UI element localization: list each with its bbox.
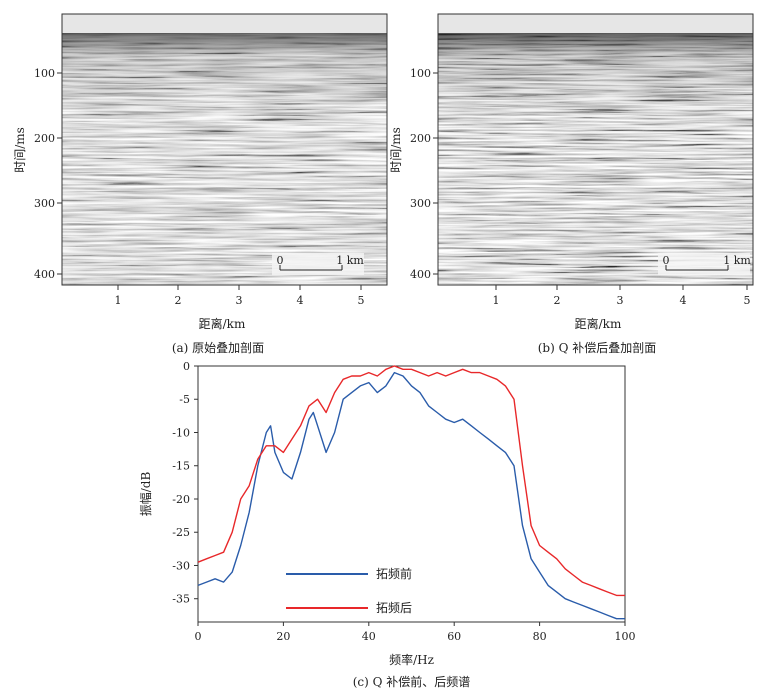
y-tick-label: -5 [179, 393, 190, 406]
x-tick-label: 40 [362, 630, 376, 643]
header-band [438, 14, 753, 34]
x-tick-label: 5 [358, 294, 365, 307]
caption-a: (a) 原始叠加剖面 [172, 341, 264, 355]
y-tick-label: 0 [183, 360, 190, 373]
y-tick-label: 100 [410, 67, 431, 80]
x-tick-label: 3 [617, 294, 624, 307]
y-tick-label: 300 [34, 197, 55, 210]
y-tick-label: 200 [34, 132, 55, 145]
y-tick-label: 200 [410, 132, 431, 145]
series-line [197, 371, 625, 620]
scale-bar-end: 1 km [723, 254, 751, 267]
legend-label: 拓频后 [376, 601, 412, 615]
scale-bar-a: 0 1 km [272, 253, 364, 275]
x-axis-b: 1 2 3 4 5 距离/km [493, 285, 751, 331]
x-tick-label: 4 [680, 294, 687, 307]
x-axis-a: 1 2 3 4 5 距离/km [115, 285, 365, 331]
x-tick-label: 0 [195, 630, 202, 643]
panel-a: 100 200 300 400 时间/ms 1 2 3 4 5 距离/km 0 [0, 0, 390, 360]
x-tick-label: 4 [297, 294, 304, 307]
x-tick-label: 2 [175, 294, 182, 307]
caption-b: (b) Q 补偿后叠加剖面 [538, 340, 657, 355]
y-axis-a: 100 200 300 400 时间/ms [13, 67, 62, 281]
x-tick-label: 2 [554, 294, 561, 307]
y-tick-label: -30 [172, 559, 190, 572]
x-tick-label: 3 [236, 294, 243, 307]
y-tick-label: 400 [34, 268, 55, 281]
spectrum-chart: 0 20 40 60 80 100 0 -5 -10 -15 -20 -25 -30 -35 拓频前拓频后… [138, 360, 636, 689]
y-axis-label: 时间/ms [390, 127, 403, 173]
y-tick-label: -35 [172, 593, 190, 606]
seismic-section-b: 100 200 300 400 时间/ms 1 2 3 4 5 距离/km 0 … [390, 13, 754, 355]
x-tick-label: 60 [447, 630, 461, 643]
chart-series [197, 365, 625, 620]
x-tick-label: 80 [533, 630, 547, 643]
y-axis-b: 100 200 300 400 时间/ms [390, 67, 438, 281]
plot-frame [197, 365, 626, 623]
y-axis-label: 时间/ms [13, 127, 27, 173]
y-tick-label: 400 [410, 268, 431, 281]
frame-a [61, 13, 388, 286]
chart-axes: 0 20 40 60 80 100 0 -5 -10 -15 -20 -25 -30 -35 [172, 360, 635, 643]
y-tick-label: -25 [172, 526, 190, 539]
y-tick-label: -10 [172, 426, 190, 439]
header-band [62, 14, 387, 34]
x-axis-label: 频率/Hz [389, 652, 434, 667]
panel-b: 100 200 300 400 时间/ms 1 2 3 4 5 距离/km 0 … [390, 0, 781, 360]
frame-b [437, 13, 754, 286]
x-tick-label: 1 [493, 294, 500, 307]
legend-label: 拓频前 [376, 566, 412, 581]
scale-bar-end: 1 km [336, 254, 364, 267]
y-tick-label: 300 [410, 197, 431, 210]
y-tick-label: 100 [34, 67, 55, 80]
y-tick-label: -15 [172, 460, 190, 473]
caption-c: (c) Q 补偿前、后频谱 [353, 674, 471, 689]
x-tick-label: 1 [115, 294, 122, 307]
series-line [197, 365, 625, 597]
x-tick-label: 100 [615, 630, 636, 643]
x-tick-label: 20 [276, 630, 290, 643]
y-axis-label: 振幅/dB [138, 472, 153, 517]
shallow-reflectors [62, 33, 387, 123]
y-tick-label: -20 [172, 493, 190, 506]
seismic-section-a: 100 200 300 400 时间/ms 1 2 3 4 5 距离/km 0 [13, 13, 388, 355]
scale-bar-start: 0 [663, 254, 670, 267]
shallow-reflectors [438, 33, 753, 123]
scale-bar-b: 0 1 km [658, 253, 751, 275]
x-axis-label: 距离/km [575, 316, 622, 331]
x-axis-label: 距离/km [199, 316, 246, 331]
x-tick-label: 5 [744, 294, 751, 307]
scale-bar-start: 0 [277, 254, 284, 267]
